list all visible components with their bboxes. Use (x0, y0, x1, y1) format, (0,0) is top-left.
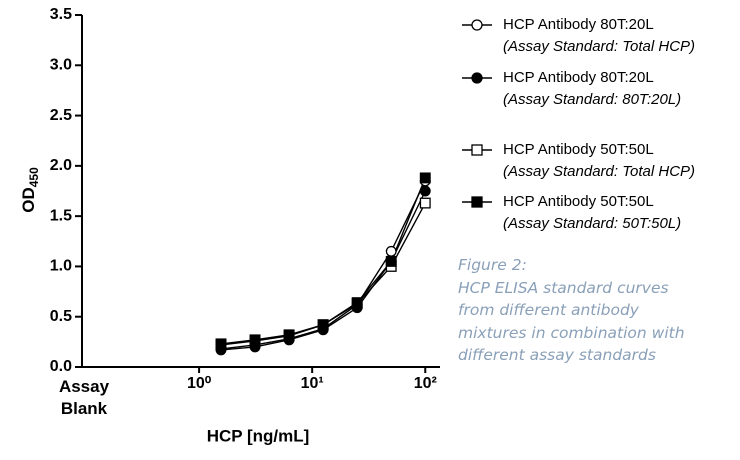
y-tick-label: 1.0 (50, 258, 72, 275)
legend-item: HCP Antibody 50T:50L (Assay Standard: 50T… (462, 193, 681, 232)
y-tick-label: 1.5 (50, 207, 72, 224)
y-tick-label: 3.5 (50, 6, 72, 23)
y-tick-label: 3.0 (50, 57, 72, 74)
legend-label: HCP Antibody 50T:50L (503, 193, 654, 210)
legend-marker (471, 19, 483, 31)
y-tick-label: 2.0 (50, 157, 72, 174)
caption-line: from different antibody (458, 301, 639, 319)
marker (317, 319, 329, 331)
marker (215, 338, 227, 350)
x-tick-label: 10² (414, 375, 437, 392)
marker (283, 329, 295, 341)
marker (385, 255, 397, 267)
legend-note: (Assay Standard: 50T:50L) (503, 215, 681, 232)
x-tick-label: Assay Blank (58, 377, 110, 418)
y-axis-label-sub: 450 (27, 167, 41, 187)
legend-item: HCP Antibody 50T:50L (Assay Standard: Tot… (462, 141, 695, 180)
x-axis-label: HCP [ng/mL] (207, 426, 310, 445)
legend-marker (471, 72, 483, 84)
legend-item: HCP Antibody 80T:20L (Assay Standard: 80T… (462, 69, 681, 108)
legend-note: (Assay Standard: Total HCP) (503, 38, 695, 55)
caption-title: Figure 2: (458, 256, 527, 274)
legend-note: (Assay Standard: 80T:20L) (503, 91, 681, 108)
legend-marker (471, 144, 483, 156)
marker (351, 297, 363, 309)
y-tick-label: 0.0 (50, 358, 72, 375)
caption-line: mixtures in combination with (458, 323, 685, 342)
y-axis-label: OD450 (19, 167, 41, 213)
x-tick-label: 10⁰ (187, 375, 212, 392)
legend-item: HCP Antibody 80T:20L (Assay Standard: Tot… (462, 16, 695, 55)
legend-marker (471, 196, 483, 208)
x-tick-label: 10¹ (301, 375, 324, 392)
marker (249, 334, 261, 346)
legend-note: (Assay Standard: Total HCP) (503, 163, 695, 180)
caption: Figure 2: HCP ELISA standard curves from d… (458, 254, 685, 367)
legend-label: HCP Antibody 50T:50L (503, 141, 654, 158)
y-tick-label: 0.5 (50, 308, 72, 325)
marker (419, 185, 431, 197)
marker (419, 172, 431, 184)
legend-label: HCP Antibody 80T:20L (503, 69, 654, 86)
marker (385, 245, 397, 257)
caption-line: different assay standards (458, 346, 656, 364)
y-tick-label: 2.5 (50, 107, 72, 124)
legend-label: HCP Antibody 80T:20L (503, 16, 654, 33)
marker (419, 197, 431, 209)
y-axis-label-main: OD (19, 187, 38, 213)
caption-line: HCP ELISA standard curves (458, 278, 669, 297)
